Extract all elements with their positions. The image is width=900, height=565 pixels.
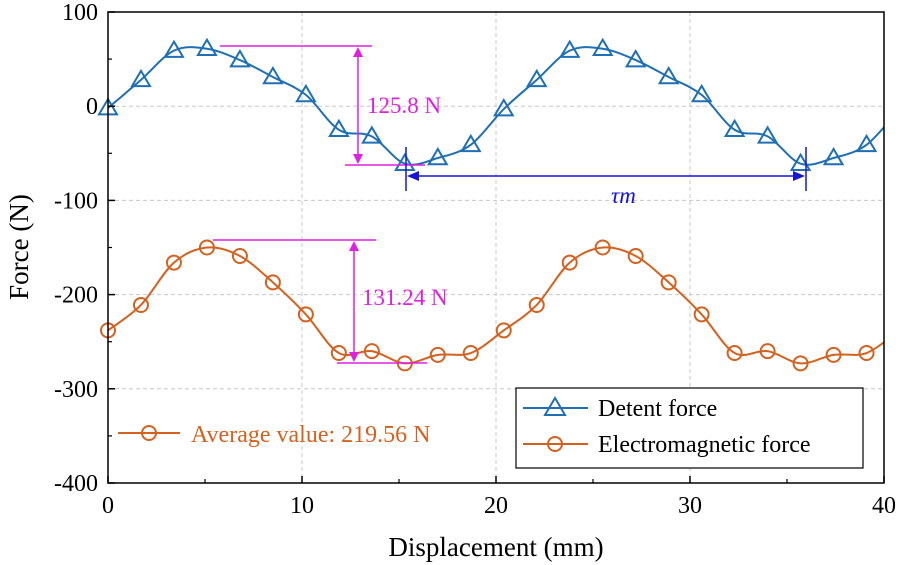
electromagnetic-point [198,239,215,256]
x-tick-label: 20 [484,493,508,519]
electromagnetic-point [627,247,644,264]
detent-point [229,49,251,68]
electromagnetic-point [231,247,248,264]
detent-point [262,66,284,85]
detent-point [328,118,350,138]
electromagnetic-point [726,345,743,362]
grid [108,12,884,483]
x-tick-label: 40 [872,493,896,519]
y-tick-label: 100 [62,0,98,26]
pole-pitch-label: τm [611,183,636,208]
axis-ticks: 0 10 20 30 40 100 0 -100 -200 -300 -400 [54,0,896,519]
x-tick-label: 10 [290,493,314,519]
electromagnetic-point [858,345,875,362]
detent-point [657,66,680,85]
electromagnetic-point [264,274,281,291]
detent-point [756,125,779,144]
em-span-arrowhead-top [349,241,359,251]
detent-point [196,37,218,57]
electromagnetic-point [165,254,182,271]
series-line-detent [108,46,884,166]
detent-point [624,49,647,68]
electromagnetic-point [528,296,545,313]
electromagnetic-point [693,306,710,323]
detent-point [525,68,548,88]
average-legend-marker [141,425,157,441]
x-tick-label: 30 [678,493,702,519]
detent-point [427,147,449,166]
detent-point [130,68,152,88]
detent-point [591,37,614,57]
electromagnetic-point [495,322,512,339]
electromagnetic-point [297,306,314,323]
electromagnetic-point [792,355,809,372]
legend-em-label: Electromagnetic force [598,432,811,458]
detent-point [789,152,812,171]
series-line-electromagnetic [108,246,884,365]
legend-em-marker [547,436,563,452]
electromagnetic-point [825,346,842,363]
detent-point [163,39,185,58]
electromagnetic-point [660,274,677,291]
marker-layer [97,37,878,372]
electromagnetic-point [759,343,776,360]
detent-point [558,39,581,58]
detent-point [723,118,746,138]
detent-point [855,133,878,153]
average-value-label: Average value: 219.56 N [191,422,430,448]
electromagnetic-point [363,343,380,360]
y-tick-label: -400 [54,471,98,497]
electromagnetic-point [462,345,479,362]
x-tick-label: 0 [102,493,114,519]
electromagnetic-point [330,345,347,362]
electromagnetic-point [561,254,578,271]
series-layer [108,46,884,365]
tau-arrowhead-right [793,171,805,181]
detent-point [295,83,317,103]
detent-span-arrowhead-top [353,47,363,57]
detent-point [460,133,482,153]
x-axis-label: Displacement (mm) [388,532,603,562]
detent-point [690,83,713,103]
electromagnetic-point [594,239,611,256]
detent-span-arrowhead-bottom [353,154,363,164]
detent-point [493,98,515,117]
detent-point [822,147,845,166]
detent-point [394,152,416,171]
electromagnetic-point [429,346,446,363]
detent-peak-to-peak-label: 125.8 N [367,93,442,118]
y-axis-label: Force (N) [4,194,34,300]
tau-arrowhead-left [407,171,419,181]
y-tick-label: -300 [54,377,98,403]
em-peak-to-peak-label: 131.24 N [362,285,448,310]
legend-detent-label: Detent force [598,396,717,422]
legend-detent-marker [543,396,567,416]
legend: Detent force Electromagnetic force [515,387,864,469]
y-tick-label: -100 [54,188,98,214]
annotation-layer: 125.8 N 131.24 N τm Average value: 219.5… [118,45,807,448]
em-span-arrowhead-bottom [349,352,359,362]
electromagnetic-point [132,296,149,313]
detent-point [361,125,383,144]
y-tick-label: 0 [86,94,98,120]
legend-box [515,387,864,469]
y-tick-label: -200 [54,283,98,309]
